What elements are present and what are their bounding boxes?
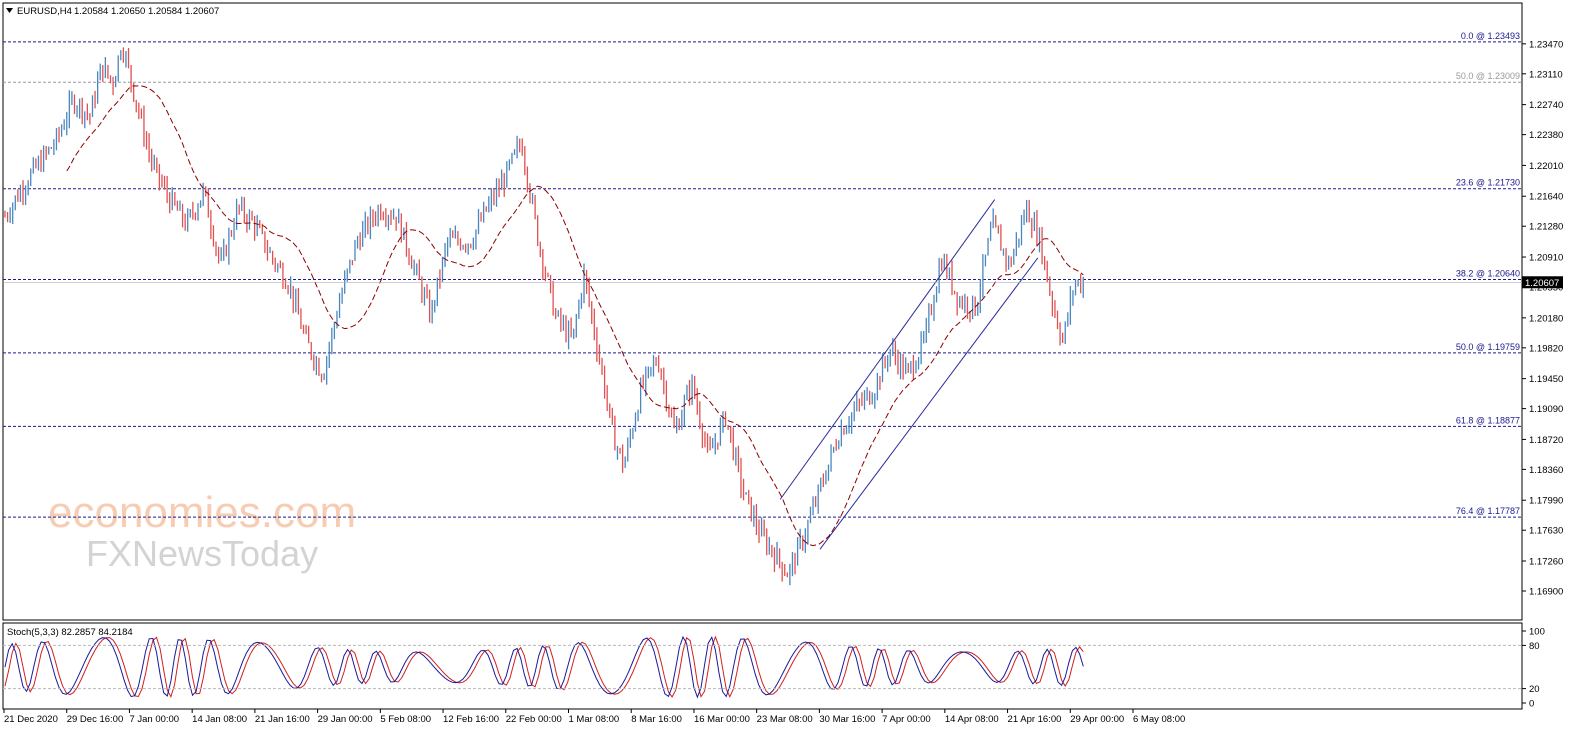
current-price-label: 1.20607 <box>1525 278 1559 289</box>
time-tick-label: 21 Jan 16:00 <box>255 714 310 725</box>
price-tick-label: 1.17990 <box>1529 496 1563 507</box>
time-tick-label: 22 Feb 00:00 <box>506 714 562 725</box>
time-tick-label: 29 Jan 00:00 <box>318 714 373 725</box>
fib-label: 23.6 @ 1.21730 <box>1456 178 1520 188</box>
fib-label: 50.0 @ 1.19759 <box>1456 342 1520 352</box>
price-tick-label: 1.21280 <box>1529 222 1563 233</box>
price-tick-label: 1.19820 <box>1529 343 1563 354</box>
ohlc-readout: 1.20584 1.20650 1.20584 1.20607 <box>74 6 219 17</box>
watermark: economies.com FXNewsToday <box>48 488 356 574</box>
price-axis[interactable]: 1.23470 1.23110 1.22740 1.22380 1.22010 1.216… <box>1522 39 1563 598</box>
price-tick-label: 1.19090 <box>1529 404 1563 415</box>
time-tick-label: 5 Feb 08:00 <box>380 714 431 725</box>
price-tick-label: 1.18720 <box>1529 435 1563 446</box>
current-price-tag: 1.20607 <box>3 276 1563 289</box>
ma-line <box>66 85 1084 547</box>
price-tick-label: 1.20180 <box>1529 313 1563 324</box>
fib-label: 76.4 @ 1.17787 <box>1456 506 1520 516</box>
price-tick-label: 1.17630 <box>1529 526 1563 537</box>
stoch-signal-line <box>4 635 1084 698</box>
price-tick-label: 1.17260 <box>1529 557 1563 568</box>
channel-upper-line[interactable] <box>779 199 996 500</box>
price-tick-label: 1.23470 <box>1529 39 1563 50</box>
time-axis[interactable]: 21 Dec 2020 29 Dec 16:00 7 Jan 00:00 14 Jan… <box>3 709 1185 725</box>
price-tick-label: 1.18360 <box>1529 465 1563 476</box>
stochastic-label: Stoch(5,3,3) 82.2857 84.2184 <box>7 627 133 638</box>
stochastic-pane[interactable] <box>2 622 1523 710</box>
price-tick-label: 1.21640 <box>1529 192 1563 203</box>
symbol-label: EURUSD,H4 <box>17 6 72 17</box>
time-tick-label: 30 Mar 16:00 <box>819 714 875 725</box>
price-tick-label: 1.16900 <box>1529 587 1563 598</box>
time-tick-label: 1 Mar 08:00 <box>569 714 620 725</box>
fib-label: 61.8 @ 1.18877 <box>1456 415 1520 425</box>
time-tick-label: 12 Feb 16:00 <box>443 714 499 725</box>
time-tick-label: 6 May 08:00 <box>1133 714 1185 725</box>
moving-average <box>66 85 1084 547</box>
watermark-economies: economies.com <box>48 488 356 537</box>
symbol-menu-icon[interactable] <box>6 8 13 13</box>
time-tick-label: 7 Jan 00:00 <box>129 714 179 725</box>
time-tick-label: 29 Apr 00:00 <box>1070 714 1124 725</box>
trend-channel[interactable] <box>779 199 1039 550</box>
stoch-tick-label: 0 <box>1529 699 1534 710</box>
stoch-main-line <box>4 635 1084 699</box>
price-tick-label: 1.20910 <box>1529 253 1563 264</box>
time-tick-label: 21 Dec 2020 <box>4 714 58 725</box>
price-tick-label: 1.22380 <box>1529 130 1563 141</box>
time-tick-label: 23 Mar 08:00 <box>757 714 813 725</box>
time-tick-label: 14 Apr 08:00 <box>945 714 999 725</box>
stoch-tick-label: 100 <box>1529 627 1545 638</box>
fib-label: 0.0 @ 1.23493 <box>1461 31 1520 41</box>
stoch-tick-label: 20 <box>1529 684 1540 695</box>
time-tick-label: 7 Apr 00:00 <box>882 714 931 725</box>
time-tick-label: 14 Jan 08:00 <box>192 714 247 725</box>
time-tick-label: 8 Mar 16:00 <box>631 714 682 725</box>
watermark-fxnewstoday: FXNewsToday <box>86 533 318 574</box>
price-tick-label: 1.19450 <box>1529 374 1563 385</box>
fib-label: 38.2 @ 1.20640 <box>1456 269 1520 279</box>
channel-lower-line[interactable] <box>819 257 1039 550</box>
fib-label: 50.0 @ 1.23009 <box>1456 71 1520 81</box>
price-tick-label: 1.22740 <box>1529 100 1563 111</box>
fibonacci-levels: 0.0 @ 1.23493 50.0 @ 1.23009 23.6 @ 1.2173… <box>3 31 1522 518</box>
stochastic-lines <box>4 635 1084 699</box>
time-tick-label: 29 Dec 16:00 <box>67 714 124 725</box>
stochastic-axis: 100 80 20 0 <box>3 627 1545 710</box>
time-tick-label: 21 Apr 16:00 <box>1008 714 1062 725</box>
time-tick-label: 16 Mar 00:00 <box>694 714 750 725</box>
candles <box>4 47 1084 586</box>
stoch-tick-label: 80 <box>1529 641 1540 652</box>
price-tick-label: 1.22010 <box>1529 161 1563 172</box>
current-price-box <box>1522 276 1563 289</box>
price-tick-label: 1.23110 <box>1529 69 1563 80</box>
